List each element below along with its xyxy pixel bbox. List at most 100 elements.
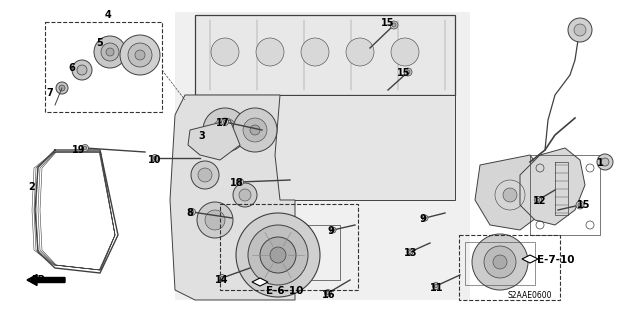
Circle shape <box>435 284 438 288</box>
Circle shape <box>238 180 242 184</box>
Circle shape <box>205 210 225 230</box>
Polygon shape <box>475 155 545 230</box>
Circle shape <box>391 38 419 66</box>
Circle shape <box>534 197 541 204</box>
Circle shape <box>135 50 145 60</box>
Circle shape <box>260 237 296 273</box>
Circle shape <box>407 249 413 255</box>
Polygon shape <box>170 95 295 300</box>
Circle shape <box>106 48 114 56</box>
Circle shape <box>153 156 157 160</box>
Circle shape <box>422 215 428 221</box>
Circle shape <box>248 225 308 285</box>
Circle shape <box>128 43 152 67</box>
Circle shape <box>433 283 440 290</box>
Bar <box>530 155 600 235</box>
Circle shape <box>94 36 126 68</box>
Circle shape <box>256 38 284 66</box>
Bar <box>459 235 560 300</box>
Circle shape <box>243 118 267 142</box>
Polygon shape <box>188 120 240 160</box>
Circle shape <box>472 234 528 290</box>
Circle shape <box>220 276 224 280</box>
Circle shape <box>597 154 613 170</box>
Circle shape <box>390 21 398 29</box>
Text: 1: 1 <box>597 158 604 168</box>
Circle shape <box>250 125 260 135</box>
Text: 13: 13 <box>404 248 417 258</box>
Circle shape <box>406 70 410 74</box>
Circle shape <box>332 228 335 232</box>
Circle shape <box>203 108 247 152</box>
Circle shape <box>198 168 212 182</box>
Text: 15: 15 <box>577 200 591 210</box>
Text: E-7-10: E-7-10 <box>537 255 575 265</box>
Bar <box>195 15 455 95</box>
Circle shape <box>223 120 227 124</box>
Circle shape <box>253 216 317 280</box>
Circle shape <box>120 35 160 75</box>
Circle shape <box>152 154 159 161</box>
Circle shape <box>265 228 305 268</box>
Circle shape <box>324 290 332 296</box>
Circle shape <box>576 201 584 209</box>
Bar <box>220 204 358 290</box>
Text: 9: 9 <box>420 214 427 224</box>
Circle shape <box>189 209 195 216</box>
Text: 7: 7 <box>46 88 52 98</box>
Text: E-6-10: E-6-10 <box>266 286 304 296</box>
Circle shape <box>424 217 426 219</box>
Circle shape <box>233 183 257 207</box>
Text: 12: 12 <box>533 196 547 206</box>
Circle shape <box>197 202 233 238</box>
Text: 18: 18 <box>230 178 244 188</box>
Circle shape <box>236 213 320 297</box>
Text: 10: 10 <box>148 155 161 165</box>
Circle shape <box>493 255 507 269</box>
Circle shape <box>404 68 412 76</box>
Text: 8: 8 <box>186 208 193 218</box>
Circle shape <box>190 210 194 214</box>
Text: 15: 15 <box>397 68 410 78</box>
Text: 15: 15 <box>381 18 394 28</box>
Circle shape <box>81 145 88 152</box>
Circle shape <box>59 85 65 91</box>
Bar <box>465 242 535 285</box>
Circle shape <box>237 179 243 186</box>
Circle shape <box>276 239 294 257</box>
Circle shape <box>574 24 586 36</box>
Circle shape <box>484 246 516 278</box>
Circle shape <box>191 161 219 189</box>
Circle shape <box>239 189 251 201</box>
Text: 17: 17 <box>216 118 230 128</box>
Text: FR.: FR. <box>31 275 49 285</box>
Circle shape <box>601 158 609 166</box>
Text: 5: 5 <box>96 38 103 48</box>
Text: 16: 16 <box>322 290 335 300</box>
Text: 19: 19 <box>72 145 86 155</box>
Bar <box>45 22 162 112</box>
Circle shape <box>72 60 92 80</box>
Circle shape <box>301 38 329 66</box>
Circle shape <box>101 43 119 61</box>
Circle shape <box>221 118 228 125</box>
Text: 2: 2 <box>28 182 35 192</box>
FancyArrow shape <box>27 275 65 286</box>
Polygon shape <box>520 148 585 225</box>
Circle shape <box>326 291 330 295</box>
Circle shape <box>408 250 412 254</box>
Circle shape <box>536 198 540 202</box>
Polygon shape <box>175 12 470 300</box>
Text: 11: 11 <box>430 283 444 293</box>
Circle shape <box>346 38 374 66</box>
Text: 4: 4 <box>105 10 112 20</box>
Circle shape <box>233 108 277 152</box>
Text: 14: 14 <box>215 275 228 285</box>
Bar <box>255 225 340 280</box>
Text: S2AAE0600: S2AAE0600 <box>508 291 552 300</box>
Polygon shape <box>252 278 268 286</box>
Circle shape <box>220 125 230 135</box>
Text: 9: 9 <box>328 226 335 236</box>
Circle shape <box>578 203 582 207</box>
Circle shape <box>213 118 237 142</box>
